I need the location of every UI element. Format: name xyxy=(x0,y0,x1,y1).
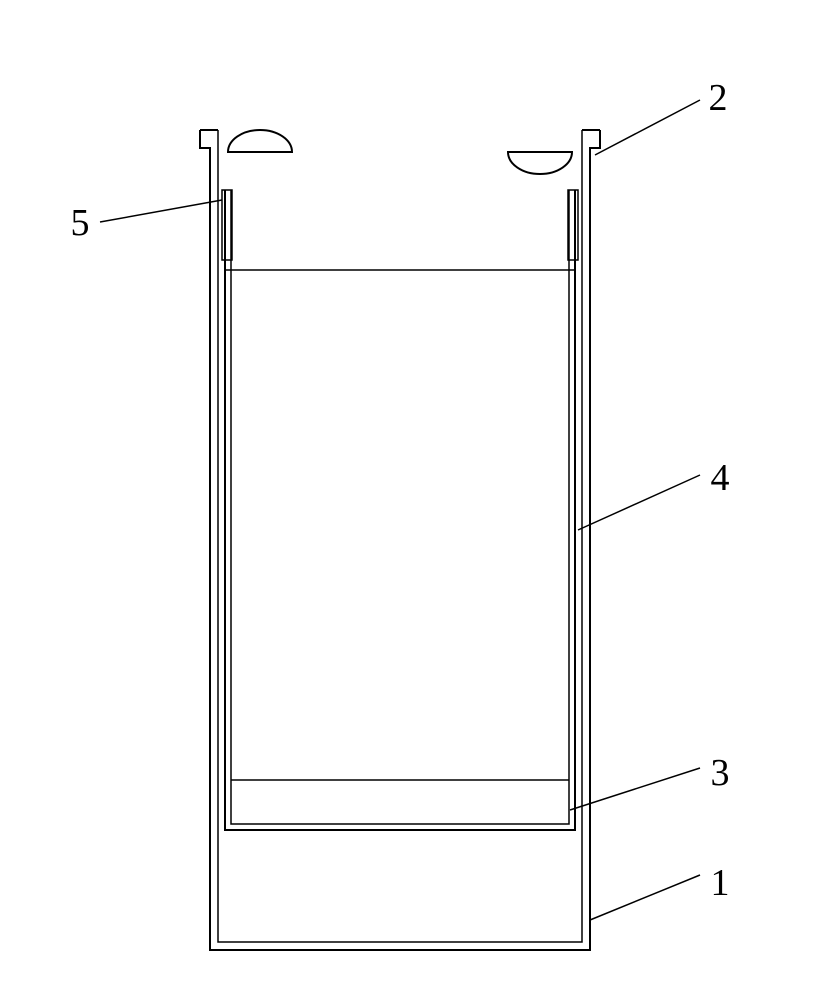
label-2: 2 xyxy=(709,77,728,119)
leader-line-4 xyxy=(578,475,700,530)
top-knob-left xyxy=(228,130,292,152)
top-knob-right xyxy=(508,152,572,174)
leader-line-5 xyxy=(100,200,222,222)
label-5: 5 xyxy=(71,202,90,244)
outer-container-outer-wall xyxy=(200,130,600,950)
label-1: 1 xyxy=(711,862,730,904)
label-3: 3 xyxy=(711,752,730,794)
inner-container-inner xyxy=(231,190,569,824)
inner-container-outer xyxy=(225,190,575,830)
leader-line-1 xyxy=(590,875,700,920)
outer-container-inner-wall xyxy=(218,148,582,942)
label-4: 4 xyxy=(711,457,730,499)
technical-diagram: 1 2 3 4 5 xyxy=(0,0,817,1000)
leader-line-2 xyxy=(595,100,700,155)
